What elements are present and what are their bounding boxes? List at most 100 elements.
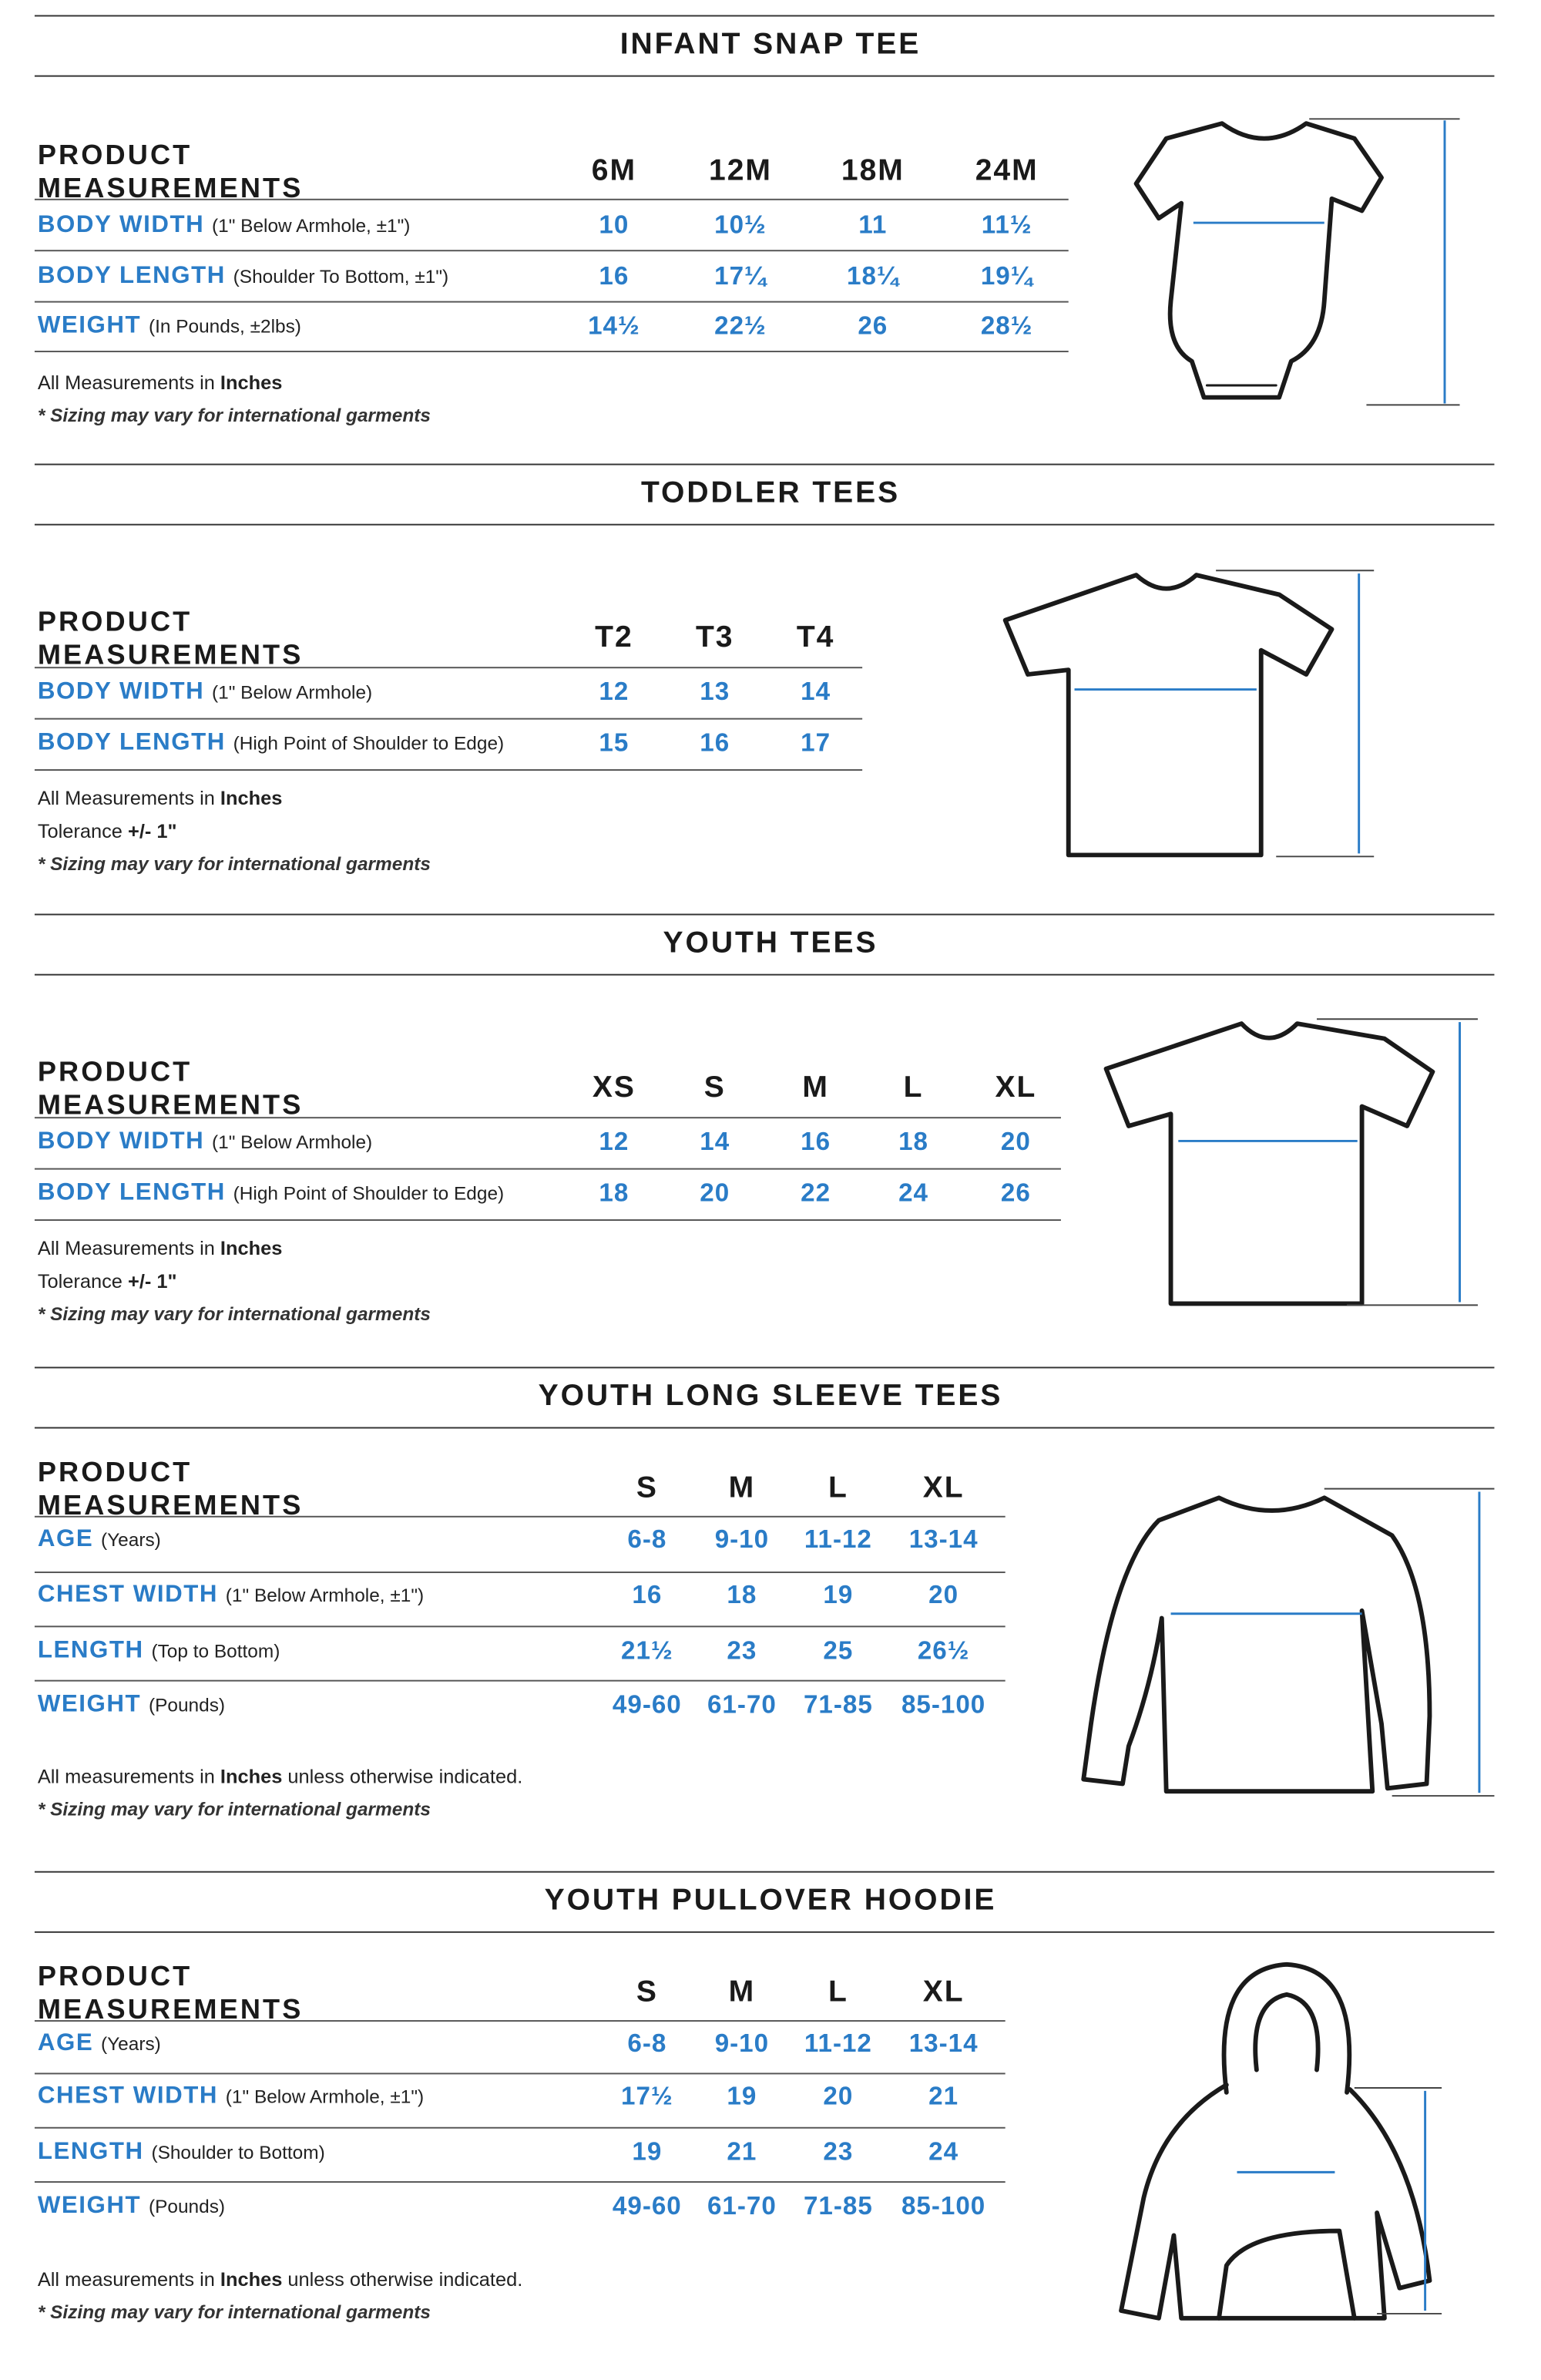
measurement-value: 16 [801,1127,831,1156]
measurement-name: LENGTH [37,1638,144,1664]
measurement-value: 23 [823,2137,854,2167]
hoodie-icon [1119,1961,1442,2321]
measurement-label: AGE (Years) [38,2031,161,2058]
section-top-divider [34,1871,1495,1873]
measurement-value: 24 [898,1178,929,1208]
measurement-value: 26½ [917,1636,970,1666]
sizing-disclaimer: * Sizing may vary for international garm… [38,405,431,425]
measurement-value: 19 [727,2082,757,2111]
measurement-value: 20 [823,2082,854,2111]
measurement-name: BODY WIDTH [37,212,205,238]
units-note: Tolerance +/- 1" [38,1269,177,1292]
measurement-note: (1" Below Armhole) [212,1131,373,1154]
table-header: PRODUCT MEASUREMENTS [37,138,304,203]
note-after: unless otherwise indicated. [282,1765,523,1788]
measurement-note: (1" Below Armhole, ±1") [225,1585,425,1606]
measurement-name: WEIGHT [37,1692,142,1718]
measurement-value: 9-10 [714,2029,770,2058]
note-text: All Measurements in [37,786,220,809]
table-header: PRODUCT MEASUREMENTS [37,605,304,671]
section-title: INFANT SNAP TEE [619,28,922,62]
size-column-header: 6M [591,154,636,188]
measurement-name: AGE [37,2030,94,2056]
toddler-t-shirt-icon [1002,570,1375,858]
row-divider [34,198,1069,200]
row-divider [34,1168,1061,1170]
measurement-value: 21 [727,2137,757,2167]
size-column-header: 18M [841,154,905,188]
size-column-header: XL [922,1975,965,2009]
measurement-value: 18¼ [847,261,899,291]
measurement-value: 19¼ [980,261,1033,291]
row-divider [34,1117,1061,1119]
measurement-note: (High Point of Shoulder to Edge) [233,733,505,755]
note-text: * Sizing may vary for international garm… [37,1798,431,1820]
measurement-value: 11-12 [804,1524,872,1554]
size-column-header: S [636,1471,658,1505]
section-title: TODDLER TEES [640,476,901,510]
measurement-name: CHEST WIDTH [37,2083,219,2109]
measurement-label: AGE (Years) [38,1526,161,1553]
note-bold: Inches [220,371,283,394]
row-divider [34,351,1069,353]
measurement-name: LENGTH [37,2139,144,2165]
size-column-header: L [903,1071,924,1104]
row-divider [34,1572,1006,1574]
measurement-note: (Pounds) [148,2196,226,2217]
measurement-value: 49-60 [612,1690,682,1719]
measurement-note: (Shoulder to Bottom) [151,2142,325,2163]
measurement-value: 10 [599,210,629,240]
measurement-label: CHEST WIDTH (1" Below Armhole, ±1") [38,1582,424,1609]
units-note: All measurements in Inches unless otherw… [38,2267,522,2290]
section-title: YOUTH TEES [663,926,878,960]
measurement-value: 17 [801,728,831,758]
note-bold: +/- 1" [127,1269,177,1293]
units-note: All measurements in Inches unless otherw… [38,1765,522,1787]
row-divider [34,769,863,771]
measurement-value: 26 [858,311,888,341]
measurement-name: BODY WIDTH [37,678,205,705]
measurement-label: LENGTH (Top to Bottom) [38,1638,280,1665]
measurement-note: (Pounds) [148,1695,226,1716]
section-title: YOUTH PULLOVER HOODIE [544,1884,997,1918]
measurement-note: (Years) [101,1529,161,1551]
row-divider [34,1515,1006,1518]
section-title-divider [34,1427,1495,1429]
measurement-value: 71-85 [803,1690,873,1719]
measurement-value: 23 [727,1636,757,1666]
section-title-divider [34,75,1495,77]
section-top-divider [34,463,1495,466]
measurement-value: 14 [801,677,831,707]
row-divider [34,1219,1061,1221]
size-column-header: XS [592,1071,636,1104]
measurement-note: (In Pounds, ±2lbs) [148,316,301,338]
table-header: PRODUCT MEASUREMENTS [37,1959,304,2025]
measurement-value: 11½ [981,210,1032,240]
measurement-name: WEIGHT [37,313,142,339]
note-bold: Inches [220,2267,283,2291]
section-title-divider [34,1931,1495,1933]
measurement-note: (Top to Bottom) [151,1640,280,1662]
note-bold: +/- 1" [127,819,177,842]
note-bold: Inches [220,1765,283,1788]
sizing-disclaimer: * Sizing may vary for international garm… [38,1799,431,1820]
measurement-label: BODY WIDTH (1" Below Armhole, ±1") [38,212,411,239]
note-text: * Sizing may vary for international garm… [37,1303,431,1325]
measurement-value: 21 [928,2082,959,2111]
measurement-value: 61-70 [707,1690,777,1719]
row-divider [34,250,1069,252]
measurement-value: 13 [700,677,730,707]
measurement-value: 24 [928,2137,959,2167]
note-text: * Sizing may vary for international garm… [37,405,431,426]
row-divider [34,1625,1006,1628]
measurement-label: WEIGHT (Pounds) [38,1692,225,1719]
note-text: * Sizing may vary for international garm… [37,853,431,875]
size-column-header: M [802,1071,829,1104]
measurement-value: 28½ [980,311,1033,341]
measurement-value: 49-60 [612,2191,682,2220]
measurement-value: 15 [599,728,629,758]
measurement-label: BODY LENGTH (High Point of Shoulder to Ed… [38,730,504,757]
row-divider [34,2126,1006,2129]
measurement-value: 22½ [714,311,767,341]
